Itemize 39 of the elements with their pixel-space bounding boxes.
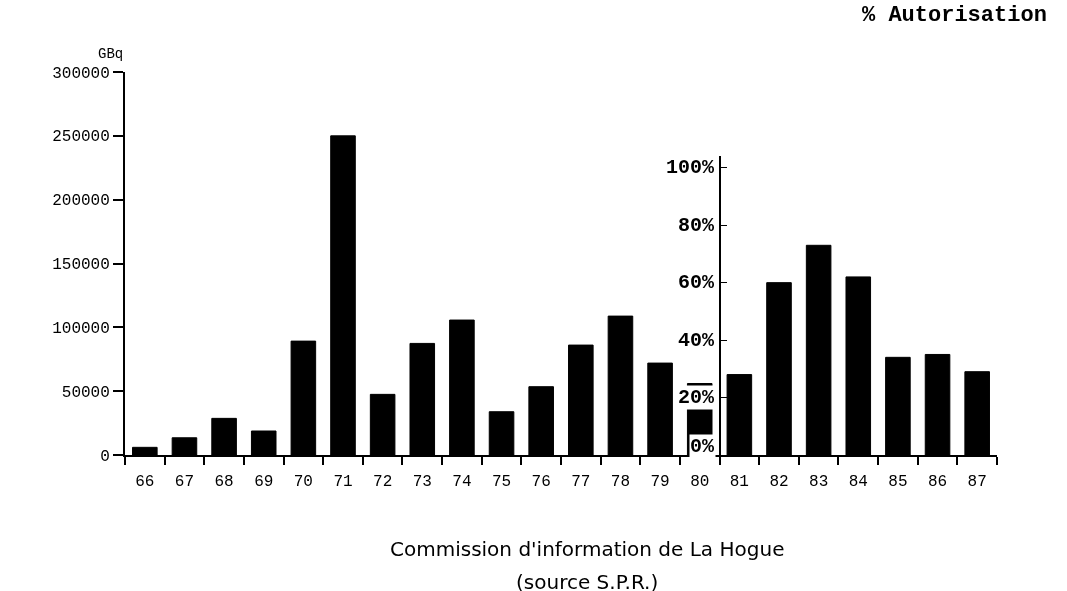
x-tick-label: 73 xyxy=(412,473,432,492)
y-tick-label: 150000 xyxy=(52,256,110,275)
text: (source S.P.R.) xyxy=(516,570,659,591)
x-tick-label: 83 xyxy=(809,473,829,492)
x-tick-label: 87 xyxy=(967,473,987,492)
y2-axis-title: % Autorisation xyxy=(862,3,1047,28)
x-tick-label: 81 xyxy=(729,473,749,492)
y-tick-label: 50000 xyxy=(61,383,110,402)
x-tick-label: 72 xyxy=(373,473,393,492)
x-tick-label: 78 xyxy=(610,473,631,492)
x-tick-label: 71 xyxy=(333,473,353,492)
y2-tick-label: 60% xyxy=(678,271,715,294)
y-axis-title: GBq xyxy=(98,46,124,62)
x-tick-label: 82 xyxy=(769,473,789,492)
x-tick-label: 76 xyxy=(531,473,551,492)
y-tick-label: 200000 xyxy=(52,192,110,211)
x-tick-label: 68 xyxy=(214,473,234,492)
x-tick-label: 85 xyxy=(888,473,908,492)
x-tick-label: 70 xyxy=(293,473,313,492)
y-tick-label: 0 xyxy=(100,447,110,466)
x-tick-label: 84 xyxy=(848,473,868,492)
x-tick-label: 80 xyxy=(690,473,710,492)
text: Commission d'information de La Hogue xyxy=(390,537,785,561)
y2-tick-label: 0% xyxy=(690,435,715,458)
y-tick-label: 300000 xyxy=(52,64,110,83)
x-tick-label: 67 xyxy=(174,473,195,492)
y2-tick-label: 20% xyxy=(678,386,715,409)
x-tick-label: 74 xyxy=(452,473,472,492)
x-tick-label: 75 xyxy=(491,473,512,492)
y2-tick-label: 40% xyxy=(678,329,715,352)
x-tick-label: 79 xyxy=(650,473,670,492)
x-tick-label: 69 xyxy=(254,473,274,492)
y2-tick-label: 80% xyxy=(678,214,715,237)
y-tick-label: 100000 xyxy=(52,319,110,338)
y2-tick-label: 100% xyxy=(666,156,716,179)
x-tick-label: 66 xyxy=(135,473,155,492)
x-tick-label: 86 xyxy=(927,473,948,492)
y-tick-label: 250000 xyxy=(52,128,110,147)
x-tick-label: 77 xyxy=(571,473,591,492)
